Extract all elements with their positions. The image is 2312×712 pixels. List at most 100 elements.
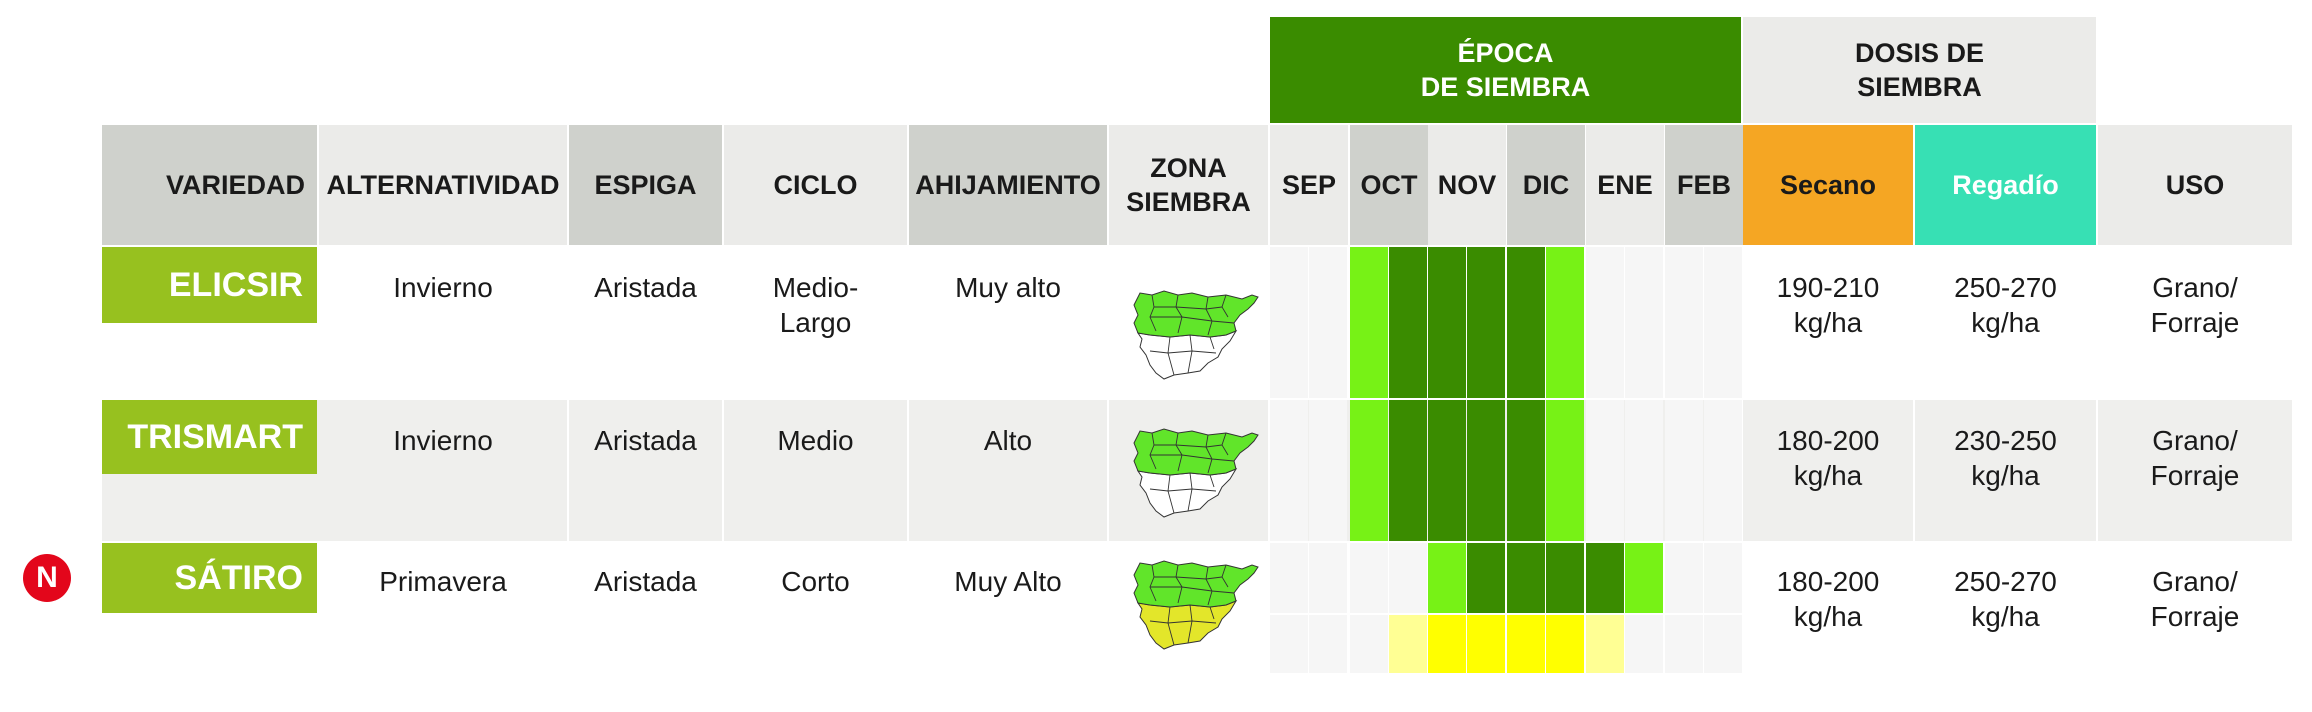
column-separator [1107,400,1109,541]
sowing-cell [1665,247,1703,398]
col-header-month-ene: ENE [1586,125,1664,245]
col-header-ahijamiento: AHIJAMIENTO [909,125,1107,245]
cell-secano: 180-200 kg/ha [1776,566,1880,632]
cell-ahijamiento: Muy alto [955,272,1061,303]
cell-secano: 180-200 kg/ha [1776,425,1880,491]
sowing-cell [1704,615,1742,673]
col-header-ciclo: CICLO [724,125,907,245]
cell-alternatividad: Invierno [393,272,493,303]
sowing-cell [1586,247,1624,398]
sowing-cell [1507,543,1545,613]
sowing-cell [1625,543,1663,613]
col-header-month-feb: FEB [1665,125,1743,245]
sowing-cell [1467,400,1505,541]
sowing-cell [1309,615,1347,673]
sowing-cell [1704,400,1742,541]
dosis-header: DOSIS DE SIEMBRA [1743,17,2096,123]
cell-uso: Grano/ Forraje [2150,566,2240,632]
sowing-cell [1309,400,1347,541]
sowing-cell [1270,615,1308,673]
sowing-cell [1309,543,1347,613]
sowing-cell [1389,400,1427,541]
col-header-variedad: VARIEDAD [102,125,317,245]
new-badge-label: N [36,561,58,594]
col-header-espiga: ESPIGA [569,125,722,245]
sowing-cell [1507,615,1545,673]
sowing-cell [1507,400,1545,541]
sowing-cell [1625,615,1663,673]
sowing-cell [1625,247,1663,398]
cell-espiga: Aristada [594,566,697,597]
sowing-cell [1586,615,1624,673]
cell-espiga: Aristada [594,272,697,303]
col-header-regadio: Regadío [1915,125,2096,245]
column-separator [722,400,724,541]
sowing-cell [1586,400,1624,541]
sowing-cell [1546,615,1584,673]
cell-alternatividad: Primavera [379,566,507,597]
sowing-cell [1665,400,1703,541]
cell-secano: 190-210 kg/ha [1776,272,1880,338]
sowing-zone-map [1130,425,1262,521]
sowing-cell [1389,543,1427,613]
col-header-month-nov: NOV [1428,125,1506,245]
cell-ciclo: Medio- Largo [772,272,859,338]
sowing-cell [1428,247,1466,398]
column-separator [1913,400,1915,541]
column-separator [1741,400,1743,541]
cell-alternatividad: Invierno [393,425,493,456]
cell-uso: Grano/ Forraje [2150,272,2240,338]
sowing-cell [1665,615,1703,673]
sowing-cell [1546,400,1584,541]
cell-ahijamiento: Alto [983,425,1033,456]
sowing-cell [1270,543,1308,613]
variety-name-elicsir: ELICSIR [102,247,317,323]
sowing-cell [1704,247,1742,398]
sowing-cell [1389,247,1427,398]
col-header-month-sep: SEP [1270,125,1348,245]
sowing-cell [1350,615,1388,673]
col-header-month-dic: DIC [1507,125,1585,245]
sowing-cell [1507,247,1545,398]
sowing-cell [1704,543,1742,613]
cell-espiga: Aristada [594,425,697,456]
cell-ciclo: Corto [781,566,850,597]
sowing-cell [1467,543,1505,613]
sowing-cell [1665,543,1703,613]
sowing-cell [1428,615,1466,673]
col-header-month-oct: OCT [1350,125,1428,245]
sowing-cell [1546,247,1584,398]
cell-ahijamiento: Muy Alto [954,566,1062,597]
column-separator [907,400,909,541]
col-header-zona: ZONA SIEMBRA [1109,125,1268,245]
sowing-cell [1270,400,1308,541]
col-header-secano: Secano [1743,125,1913,245]
cell-regadio: 230-250 kg/ha [1954,425,2057,491]
sowing-cell [1309,247,1347,398]
sowing-cell [1350,543,1388,613]
epoca-header: ÉPOCA DE SIEMBRA [1270,17,1741,123]
variety-name-stiro: SÁTIRO [102,543,317,613]
variety-name-trismart: TRISMART [102,400,317,474]
new-variety-badge: N [23,554,71,602]
sowing-cell [1625,400,1663,541]
cell-regadio: 250-270 kg/ha [1954,566,2057,632]
column-separator [1268,400,1270,541]
col-header-alternatividad: ALTERNATIVIDAD [319,125,567,245]
sowing-cell [1270,247,1308,398]
sowing-zone-map [1130,287,1262,383]
sowing-zone-map [1130,557,1262,653]
sowing-cell [1428,543,1466,613]
sowing-cell [1350,247,1388,398]
sowing-cell [1428,400,1466,541]
cell-ciclo: Medio [777,425,854,456]
col-header-uso: USO [2098,125,2292,245]
sowing-cell [1467,247,1505,398]
sowing-cell [1546,543,1584,613]
sowing-cell [1389,615,1427,673]
column-separator [567,400,569,541]
cell-regadio: 250-270 kg/ha [1954,272,2057,338]
sowing-cell [1467,615,1505,673]
cell-uso: Grano/ Forraje [2150,425,2240,491]
sowing-cell [1586,543,1624,613]
